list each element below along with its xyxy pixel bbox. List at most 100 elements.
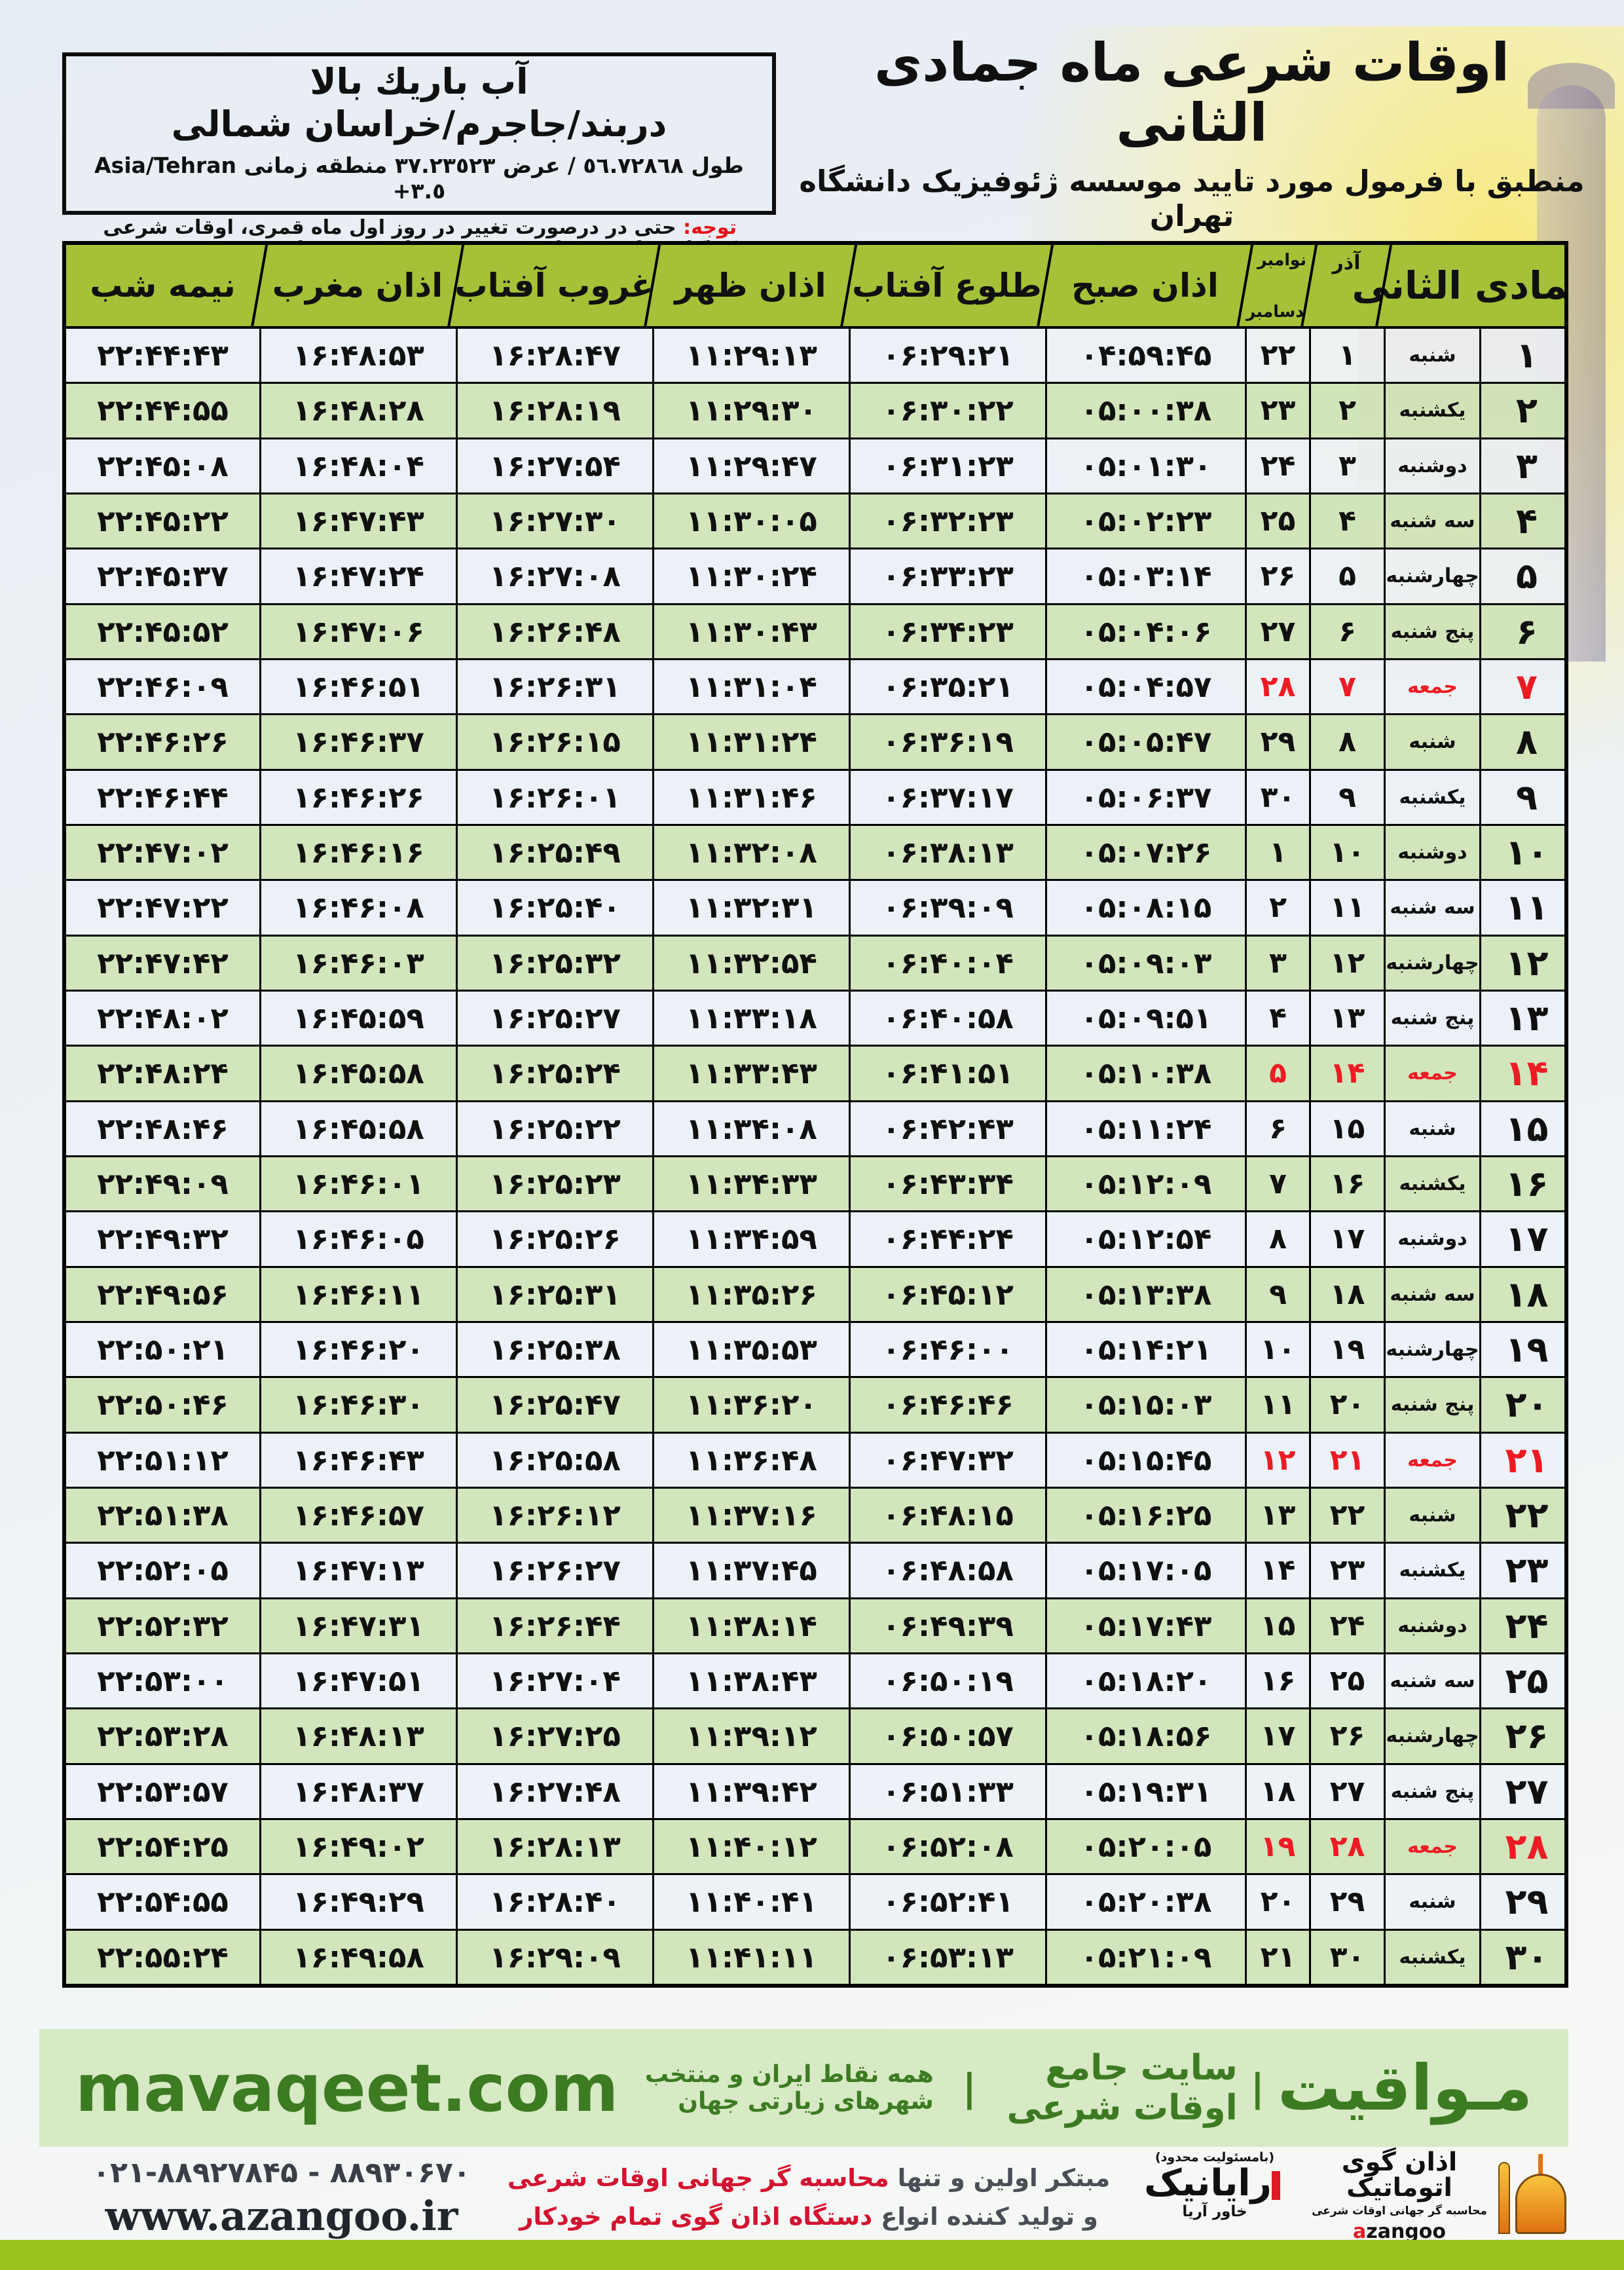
cell-month-day: ۶ bbox=[1479, 605, 1572, 658]
cell-sunrise: ۰۶:۴۷:۳۲ bbox=[849, 1433, 1045, 1487]
cell-gregorian-day: ۱۸ bbox=[1245, 1764, 1309, 1818]
cell-morning-azan: ۰۵:۱۳:۳۸ bbox=[1045, 1267, 1245, 1321]
cell-maghreb-azan: ۱۶:۴۵:۵۹ bbox=[259, 991, 456, 1045]
cell-azar-day: ۵ bbox=[1309, 549, 1384, 603]
table-row: ۲۲:۴۵:۵۲ ۱۶:۴۷:۰۶ ۱۶:۲۶:۴۸ ۱۱:۳۰:۴۳ ۰۶:۳… bbox=[66, 603, 1564, 658]
cell-midnight: ۲۲:۵۱:۳۸ bbox=[97, 1498, 229, 1533]
table-row: ۲۲:۴۷:۴۲ ۱۶:۴۶:۰۳ ۱۶:۲۵:۳۲ ۱۱:۳۲:۵۴ ۰۶:۴… bbox=[66, 934, 1564, 990]
cell-morning-azan: ۰۵:۲۰:۰۵ bbox=[1045, 1819, 1245, 1874]
times-table-body: ۲۲:۴۴:۴۳ ۱۶:۴۸:۵۳ ۱۶:۲۸:۴۷ ۱۱:۲۹:۱۳ ۰۶:۲… bbox=[66, 329, 1564, 1984]
cell-month-day: ۱۱ bbox=[1479, 881, 1572, 935]
cell-gregorian-day: ۲۴ bbox=[1245, 439, 1309, 493]
cell-month-day: ۲۴ bbox=[1479, 1599, 1572, 1652]
location-box: آب باريك بالا دربند/جاجرم/خراسان شمالی ط… bbox=[62, 52, 776, 215]
table-row: ۲۲:۴۹:۳۲ ۱۶:۴۶:۰۵ ۱۶:۲۵:۲۶ ۱۱:۳۴:۵۹ ۰۶:۴… bbox=[66, 1210, 1564, 1266]
header-noon-azan: اذان ظهر bbox=[674, 267, 826, 305]
cell-gregorian-day: ۱۱ bbox=[1245, 1378, 1309, 1432]
cell-month-day: ۲۲ bbox=[1479, 1488, 1572, 1542]
cell-weekday: جمعه bbox=[1384, 1047, 1479, 1100]
cell-maghreb-azan: ۱۶:۴۶:۳۷ bbox=[259, 715, 456, 769]
cell-azar-day: ۲۵ bbox=[1309, 1654, 1384, 1708]
cell-noon-azan: ۱۱:۳۱:۲۴ bbox=[652, 715, 849, 769]
cell-maghreb-azan: ۱۶:۴۶:۲۰ bbox=[259, 1322, 456, 1377]
cell-morning-azan: ۰۵:۱۵:۰۳ bbox=[1045, 1378, 1245, 1432]
cell-midnight: ۲۲:۵۲:۳۲ bbox=[97, 1608, 229, 1643]
cell-maghreb-azan: ۱۶:۴۹:۵۸ bbox=[259, 1930, 456, 1984]
cell-sunset: ۱۶:۲۸:۴۰ bbox=[456, 1875, 652, 1929]
cell-weekday: یکشنبه bbox=[1384, 770, 1479, 824]
cell-month-day: ۹ bbox=[1479, 770, 1572, 824]
cell-month-day: ۲۰ bbox=[1479, 1378, 1572, 1432]
cell-maghreb-azan: ۱۶:۴۶:۳۰ bbox=[259, 1378, 456, 1432]
minaret-dome-decor bbox=[1528, 63, 1615, 109]
cell-month-day: ۱ bbox=[1479, 329, 1572, 382]
cell-noon-azan: ۱۱:۳۴:۰۸ bbox=[652, 1102, 849, 1155]
cell-midnight: ۲۲:۵۰:۴۶ bbox=[97, 1387, 229, 1423]
cell-midnight: ۲۲:۵۴:۵۵ bbox=[97, 1884, 229, 1920]
cell-maghreb-azan: ۱۶:۴۶:۱۱ bbox=[259, 1267, 456, 1321]
cell-month-day: ۴ bbox=[1479, 494, 1572, 548]
cell-sunrise: ۰۶:۳۰:۲۲ bbox=[849, 384, 1045, 437]
cell-midnight: ۲۲:۵۳:۵۷ bbox=[97, 1774, 229, 1809]
cell-weekday: یکشنبه bbox=[1384, 1930, 1479, 1984]
cell-midnight: ۲۲:۴۶:۰۹ bbox=[97, 669, 229, 705]
cell-sunrise: ۰۶:۳۷:۱۷ bbox=[849, 770, 1045, 824]
notice-label: توجه: bbox=[683, 216, 737, 239]
mosque-dome-icon bbox=[1498, 2150, 1572, 2243]
cell-midnight: ۲۲:۴۴:۵۵ bbox=[97, 393, 229, 428]
cell-weekday: پنج شنبه bbox=[1384, 991, 1479, 1045]
cell-azar-day: ۱۷ bbox=[1309, 1212, 1384, 1266]
cell-sunset: ۱۶:۲۶:۳۱ bbox=[456, 660, 652, 714]
cell-gregorian-day: ۱۲ bbox=[1245, 1433, 1309, 1487]
cell-sunset: ۱۶:۲۸:۱۹ bbox=[456, 384, 652, 437]
cell-noon-azan: ۱۱:۳۷:۱۶ bbox=[652, 1488, 849, 1542]
table-row: ۲۲:۴۸:۲۴ ۱۶:۴۵:۵۸ ۱۶:۲۵:۲۴ ۱۱:۳۳:۴۳ ۰۶:۴… bbox=[66, 1045, 1564, 1100]
cell-weekday: جمعه bbox=[1384, 1433, 1479, 1487]
cell-noon-azan: ۱۱:۳۸:۴۳ bbox=[652, 1654, 849, 1708]
cell-sunset: ۱۶:۲۵:۵۸ bbox=[456, 1433, 652, 1487]
cell-sunset: ۱۶:۲۵:۳۱ bbox=[456, 1267, 652, 1321]
table-row: ۲۲:۴۹:۰۹ ۱۶:۴۶:۰۱ ۱۶:۲۵:۲۳ ۱۱:۳۴:۳۳ ۰۶:۴… bbox=[66, 1155, 1564, 1211]
cell-month-day: ۵ bbox=[1479, 549, 1572, 603]
cell-sunset: ۱۶:۲۶:۰۱ bbox=[456, 770, 652, 824]
header-month-group: جمادی الثانی bbox=[1352, 263, 1564, 308]
site-tagline: همه نقاط ایران و منتخب شهرهای زیارتی جها… bbox=[644, 2061, 934, 2115]
cell-noon-azan: ۱۱:۳۹:۱۲ bbox=[652, 1709, 849, 1763]
table-row: ۲۲:۴۹:۵۶ ۱۶:۴۶:۱۱ ۱۶:۲۵:۳۱ ۱۱:۳۵:۲۶ ۰۶:۴… bbox=[66, 1265, 1564, 1321]
cell-morning-azan: ۰۵:۰۷:۲۶ bbox=[1045, 825, 1245, 880]
cell-sunset: ۱۶:۲۷:۰۴ bbox=[456, 1654, 652, 1708]
cell-midnight: ۲۲:۴۸:۴۶ bbox=[97, 1111, 229, 1146]
cell-sunset: ۱۶:۲۵:۴۰ bbox=[456, 881, 652, 935]
cell-midnight: ۲۲:۴۹:۳۲ bbox=[97, 1221, 229, 1257]
cell-maghreb-azan: ۱۶:۴۵:۵۸ bbox=[259, 1102, 456, 1155]
cell-gregorian-day: ۲۱ bbox=[1245, 1930, 1309, 1984]
cell-weekday: چهارشنبه bbox=[1384, 549, 1479, 603]
cell-sunset: ۱۶:۲۵:۲۶ bbox=[456, 1212, 652, 1266]
cell-weekday: سه شنبه bbox=[1384, 1654, 1479, 1708]
cell-sunrise: ۰۶:۳۴:۲۳ bbox=[849, 605, 1045, 658]
cell-sunrise: ۰۶:۴۱:۵۱ bbox=[849, 1047, 1045, 1100]
cell-gregorian-day: ۲۶ bbox=[1245, 549, 1309, 603]
cell-gregorian-day: ۱۵ bbox=[1245, 1599, 1309, 1652]
cell-midnight: ۲۲:۴۵:۰۸ bbox=[97, 448, 229, 483]
page-subtitle: منطبق با فرمول مورد تایید موسسه ژئوفیزیک… bbox=[799, 164, 1585, 233]
cell-azar-day: ۱۸ bbox=[1309, 1267, 1384, 1321]
table-row: ۲۲:۴۷:۲۲ ۱۶:۴۶:۰۸ ۱۶:۲۵:۴۰ ۱۱:۳۲:۳۱ ۰۶:۳… bbox=[66, 879, 1564, 935]
table-row: ۲۲:۵۳:۵۷ ۱۶:۴۸:۳۷ ۱۶:۲۷:۴۸ ۱۱:۳۹:۴۲ ۰۶:۵… bbox=[66, 1762, 1564, 1818]
cell-gregorian-day: ۷ bbox=[1245, 1157, 1309, 1211]
cell-noon-azan: ۱۱:۳۱:۴۶ bbox=[652, 770, 849, 824]
cell-gregorian-day: ۲ bbox=[1245, 881, 1309, 935]
cell-azar-day: ۱ bbox=[1309, 329, 1384, 382]
table-row: ۲۲:۴۷:۰۲ ۱۶:۴۶:۱۶ ۱۶:۲۵:۴۹ ۱۱:۳۲:۰۸ ۰۶:۳… bbox=[66, 823, 1564, 880]
phone-numbers: ۰۲۱-۸۸۹۲۷۸۴۵ - ۸۸۹۳۰۶۷۰ bbox=[92, 2156, 471, 2189]
cell-weekday: دوشنبه bbox=[1384, 439, 1479, 493]
cell-gregorian-day: ۹ bbox=[1245, 1267, 1309, 1321]
cell-maghreb-azan: ۱۶:۴۷:۰۶ bbox=[259, 605, 456, 658]
cell-month-day: ۸ bbox=[1479, 715, 1572, 769]
cell-morning-azan: ۰۵:۱۶:۲۵ bbox=[1045, 1488, 1245, 1542]
table-row: ۲۲:۴۶:۰۹ ۱۶:۴۶:۵۱ ۱۶:۲۶:۳۱ ۱۱:۳۱:۰۴ ۰۶:۳… bbox=[66, 658, 1564, 714]
mavaqeet-footer-bar: مـواقیت | سایت جامع اوقات شرعی | همه نقا… bbox=[39, 2029, 1568, 2147]
cell-sunrise: ۰۶:۴۹:۳۹ bbox=[849, 1599, 1045, 1652]
cell-weekday: شنبه bbox=[1384, 715, 1479, 769]
cell-maghreb-azan: ۱۶:۴۶:۵۷ bbox=[259, 1488, 456, 1542]
